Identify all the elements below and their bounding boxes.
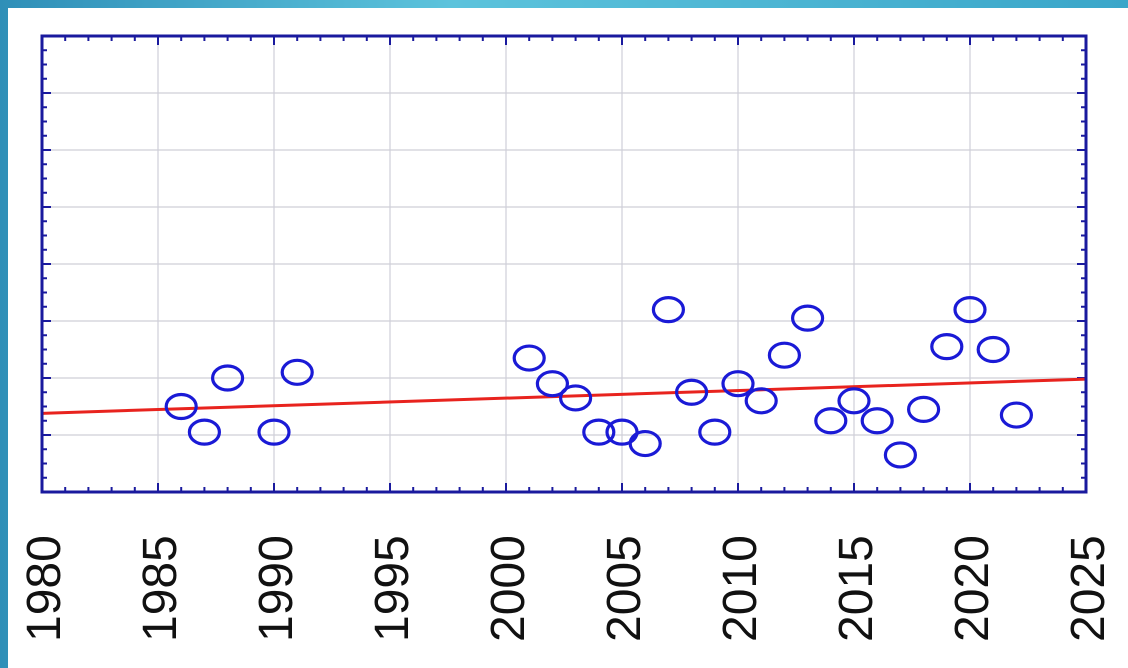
x-tick-label: 2025 — [1062, 535, 1115, 642]
data-point — [860, 407, 894, 435]
x-tick-label: 2015 — [830, 535, 883, 642]
x-tick-label: 2005 — [598, 535, 651, 642]
data-point — [512, 344, 546, 372]
data-point — [582, 418, 616, 446]
x-tick-label: 2010 — [714, 535, 767, 642]
x-tick-label: 1980 — [18, 535, 71, 642]
x-tick-label: 1995 — [366, 535, 419, 642]
data-point — [164, 392, 198, 421]
data-point — [535, 370, 570, 398]
plot-frame — [40, 34, 1088, 494]
data-point — [906, 395, 941, 423]
data-point — [674, 378, 709, 406]
data-point — [953, 296, 987, 324]
data-point — [790, 304, 825, 332]
data-point — [698, 418, 732, 446]
data-point — [558, 384, 593, 412]
data-point — [837, 387, 871, 415]
data-point — [767, 341, 802, 369]
x-tick-label: 2000 — [482, 535, 535, 642]
data-point — [280, 358, 314, 386]
data-point — [976, 335, 1010, 364]
data-point — [651, 296, 686, 324]
x-tick-label: 1985 — [134, 535, 187, 642]
x-tick-label: 2020 — [946, 535, 999, 642]
data-point — [930, 333, 964, 361]
data-point — [883, 441, 918, 469]
data-point — [628, 429, 662, 458]
data-point — [814, 407, 848, 435]
data-point — [187, 418, 221, 446]
chart-panel — [8, 8, 1128, 668]
x-tick-label: 1990 — [250, 535, 303, 642]
data-point — [744, 387, 778, 415]
data-point — [721, 370, 755, 398]
data-point — [257, 418, 291, 446]
trend-line — [41, 377, 1087, 415]
data-point — [999, 401, 1034, 429]
data-point — [211, 364, 245, 392]
